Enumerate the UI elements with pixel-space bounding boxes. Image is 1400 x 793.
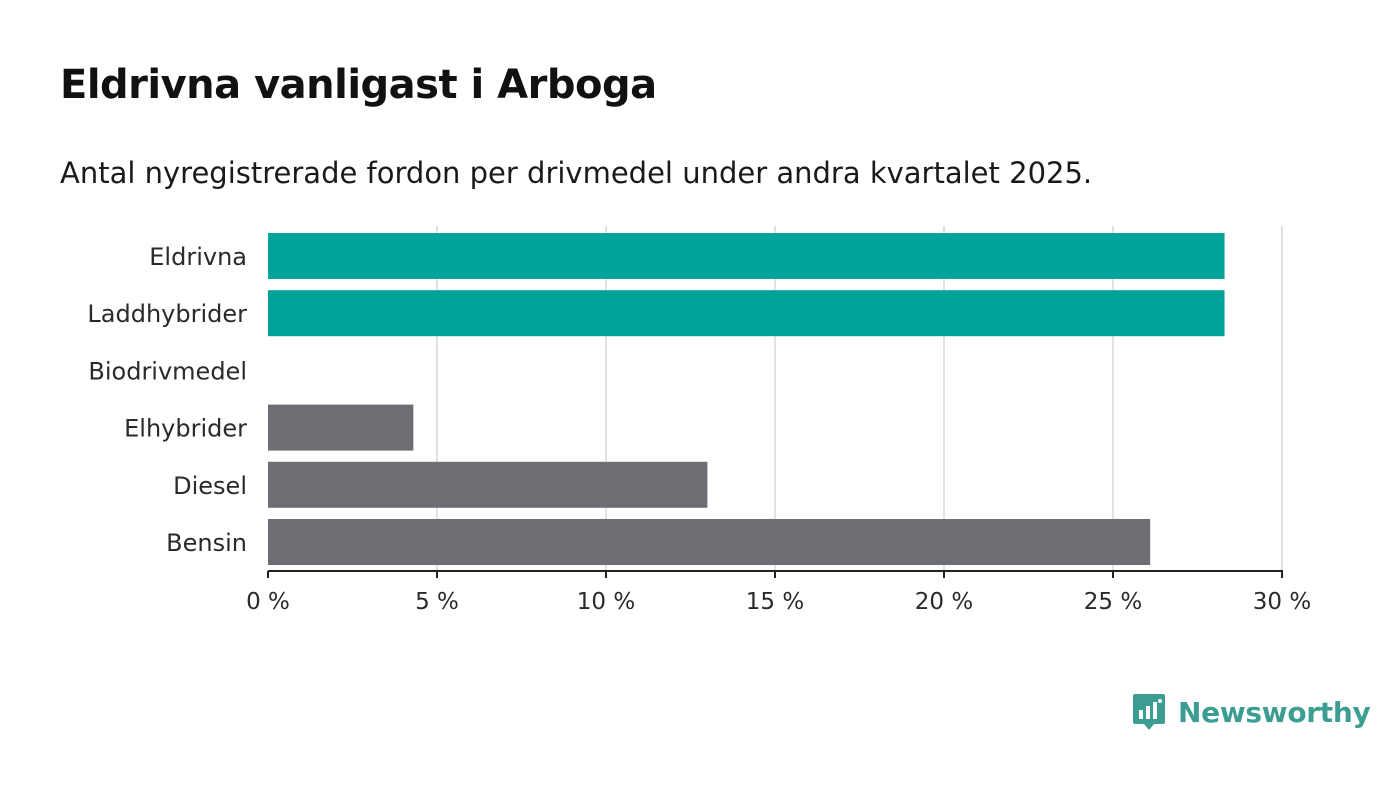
- category-label: Diesel: [173, 472, 247, 500]
- category-label: Elhybrider: [124, 415, 247, 443]
- x-tick-label: 0 %: [246, 589, 290, 615]
- x-tick-label: 25 %: [1084, 589, 1142, 615]
- x-tick-label: 15 %: [746, 589, 804, 615]
- category-label: Bensin: [166, 529, 247, 557]
- bar: [268, 404, 414, 451]
- bar: [268, 519, 1151, 565]
- bar: [268, 233, 1225, 279]
- x-tick-label: 5 %: [415, 589, 459, 615]
- bar: [268, 290, 1225, 337]
- category-label: Laddhybrider: [87, 300, 247, 328]
- chart-subtitle: Antal nyregistrerade fordon per drivmede…: [60, 156, 1093, 190]
- x-tick-label: 20 %: [915, 589, 973, 615]
- brand-logo: Newsworthy: [1132, 692, 1371, 732]
- chart-title: Eldrivna vanligast i Arboga: [60, 62, 657, 108]
- x-tick-label: 30 %: [1253, 589, 1311, 615]
- x-tick-label: 10 %: [577, 589, 635, 615]
- bar: [268, 461, 708, 508]
- brand-name: Newsworthy: [1178, 695, 1371, 729]
- bar-chart: Eldrivna Laddhybrider Biodrivmedel Elhybrid…: [87, 226, 1311, 615]
- newsworthy-logo-icon: [1133, 694, 1165, 730]
- category-label: Biodrivmedel: [88, 357, 247, 385]
- category-label: Eldrivna: [149, 243, 247, 271]
